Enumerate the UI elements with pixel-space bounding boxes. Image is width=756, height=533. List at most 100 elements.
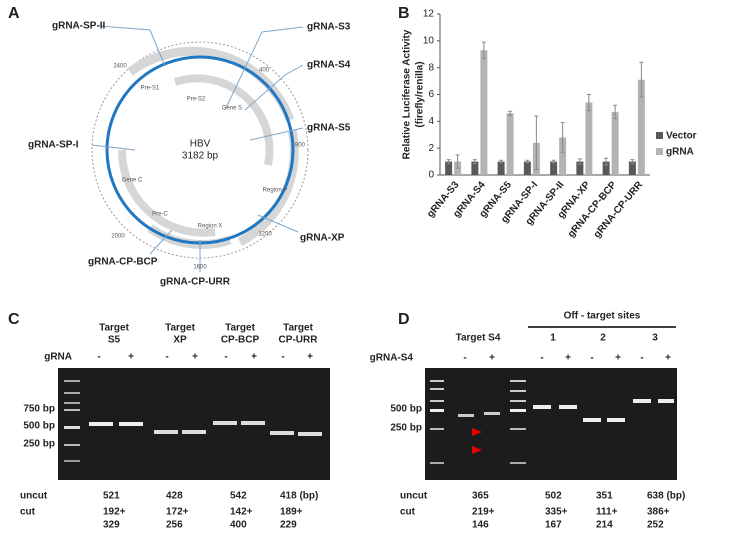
error-bar: [499, 159, 504, 164]
cut-size: 256: [166, 520, 183, 531]
cut-size: 167: [545, 520, 562, 531]
uncut-size: 428: [166, 491, 183, 502]
lane-header: Target S4: [456, 333, 501, 344]
ladder-band: [64, 402, 80, 404]
row-label: uncut: [400, 491, 428, 502]
cut-size: 214: [596, 520, 613, 531]
lane-label: gRNA-S4: [370, 353, 414, 364]
leader-line: [244, 64, 304, 111]
bar: [628, 161, 636, 175]
panel-label: A: [8, 5, 20, 22]
gel-band: [89, 422, 113, 426]
guide-label: gRNA-CP-URR: [160, 277, 231, 288]
lane-header: Target: [225, 323, 255, 334]
gene-arc: [117, 149, 216, 237]
error-bar: [560, 122, 565, 153]
plasmid-map: [91, 41, 309, 259]
bar: [550, 161, 558, 175]
position-label: 1200: [258, 232, 272, 238]
gene-label: Pre-S2: [187, 97, 206, 103]
panel-label: C: [8, 311, 20, 328]
guide-label: gRNA-S3: [307, 22, 351, 33]
bar: [445, 161, 453, 175]
position-label: 800: [295, 143, 306, 149]
lane-header: CP-BCP: [221, 335, 260, 346]
lane-sign: -: [165, 352, 168, 363]
error-bar: [472, 159, 477, 165]
cut-size: 229: [280, 520, 297, 531]
ladder-band: [510, 390, 526, 392]
legend-label: gRNA: [666, 147, 694, 158]
cut-size: 386+: [647, 507, 670, 518]
cut-size: 111+: [596, 507, 618, 518]
error-bar: [613, 104, 618, 120]
lane-sign: +: [565, 353, 571, 364]
lane-sign: -: [97, 352, 100, 363]
bracket-title: Off - target sites: [564, 311, 641, 322]
lane-header: Target: [99, 323, 129, 334]
ladder-band: [64, 460, 80, 462]
lane-sign: -: [463, 353, 466, 364]
error-bar: [586, 94, 591, 112]
legend-swatch: [656, 132, 663, 139]
gel-band: [633, 399, 651, 403]
bar: [637, 79, 645, 175]
legend-label: Vector: [666, 131, 697, 142]
bar: [576, 161, 584, 175]
leader-line: [99, 25, 166, 67]
ladder-band: [510, 409, 526, 412]
lane-sign: -: [540, 353, 543, 364]
gel-band: [658, 399, 674, 403]
lane-header: Target: [283, 323, 313, 334]
gel-band: [270, 431, 294, 435]
lane-sign: +: [128, 352, 134, 363]
lane-sign: +: [665, 353, 671, 364]
bar: [497, 161, 505, 175]
ladder-band: [64, 380, 80, 382]
guide-label: gRNA-SP-I: [28, 140, 79, 151]
plasmid-size: 3182 bp: [182, 151, 219, 162]
gene-arc: [173, 74, 274, 166]
lane-sign: -: [640, 353, 643, 364]
ladder-band: [64, 444, 80, 446]
y-tick-label: 6: [428, 89, 434, 100]
y-tick-label: 12: [423, 9, 435, 20]
marker-label: 250 bp: [23, 439, 55, 450]
bar: [523, 161, 531, 175]
cut-size: 172+: [166, 507, 189, 518]
bar: [559, 137, 567, 175]
error-bar: [455, 154, 460, 169]
ladder-band: [64, 392, 80, 394]
gel-band: [241, 421, 265, 425]
ladder-band: [510, 428, 526, 430]
lane-sign: +: [192, 352, 198, 363]
gel-band: [154, 430, 178, 434]
y-axis-label: Relative Luciferase Activity: [402, 29, 413, 159]
uncut-size: 418 (bp): [280, 491, 318, 502]
lane-sign: -: [281, 352, 284, 363]
bar: [602, 161, 610, 175]
position-label: 2000: [111, 234, 125, 240]
panel-label: B: [398, 5, 410, 22]
position-label: 400: [259, 68, 270, 74]
cut-size: 192+: [103, 507, 126, 518]
position-label: 2400: [113, 64, 127, 70]
site-number: 3: [652, 333, 658, 344]
leader-line: [224, 26, 304, 111]
lane-sign: -: [590, 353, 593, 364]
y-tick-label: 10: [423, 35, 435, 46]
gel-band: [182, 430, 206, 434]
gel: [425, 368, 677, 480]
lane-sign: +: [251, 352, 257, 363]
gel-c: [58, 368, 330, 480]
uncut-size: 365: [472, 491, 489, 502]
lane-header: XP: [173, 335, 187, 346]
gel-band: [559, 405, 577, 409]
y-tick-label: 4: [428, 116, 434, 127]
lane-sign: +: [489, 353, 495, 364]
row-label: cut: [20, 507, 36, 518]
ladder-band: [510, 400, 526, 402]
cut-size: 329: [103, 520, 120, 531]
gel-band: [298, 432, 322, 436]
